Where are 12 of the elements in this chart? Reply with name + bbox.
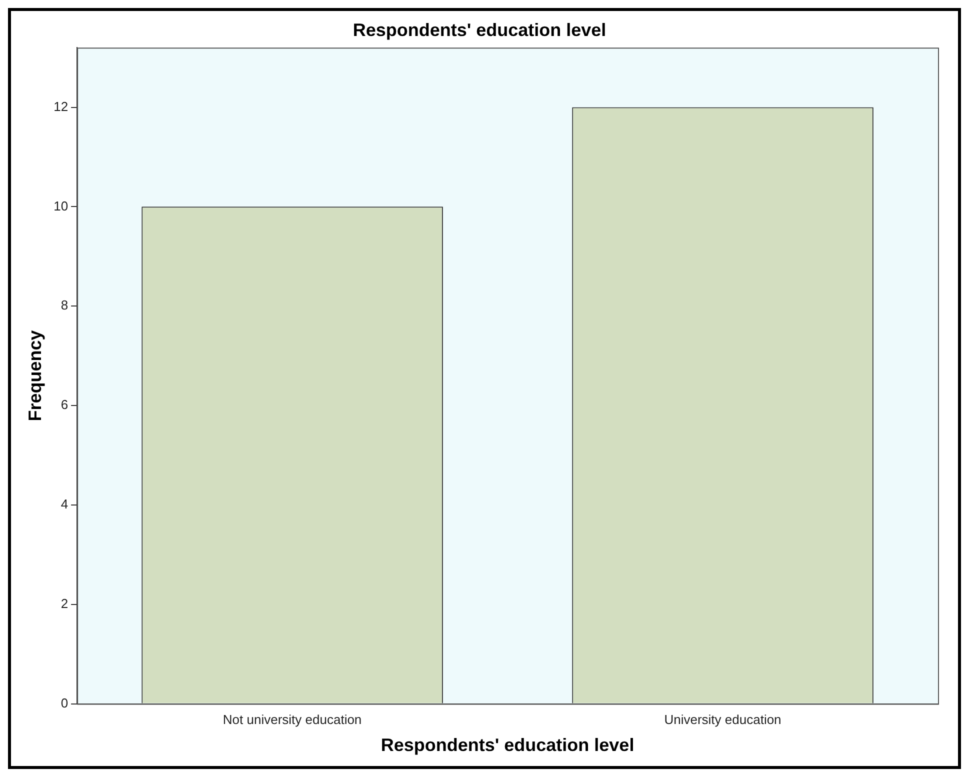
y-axis-title: Frequency (24, 330, 45, 422)
chart-title: Respondents' education level (352, 20, 606, 40)
y-tick-label: 0 (60, 695, 68, 710)
y-tick-label: 8 (60, 298, 68, 313)
y-tick-label: 12 (54, 98, 68, 114)
x-axis-title: Respondents' education level (380, 735, 634, 756)
x-tick-label: Not university education (222, 712, 362, 728)
x-tick-label: University education (664, 712, 782, 728)
y-tick-label: 4 (60, 496, 68, 512)
y-tick-label: 2 (60, 596, 68, 611)
y-tick-label: 10 (54, 198, 68, 214)
y-tick-label: 6 (60, 397, 68, 412)
